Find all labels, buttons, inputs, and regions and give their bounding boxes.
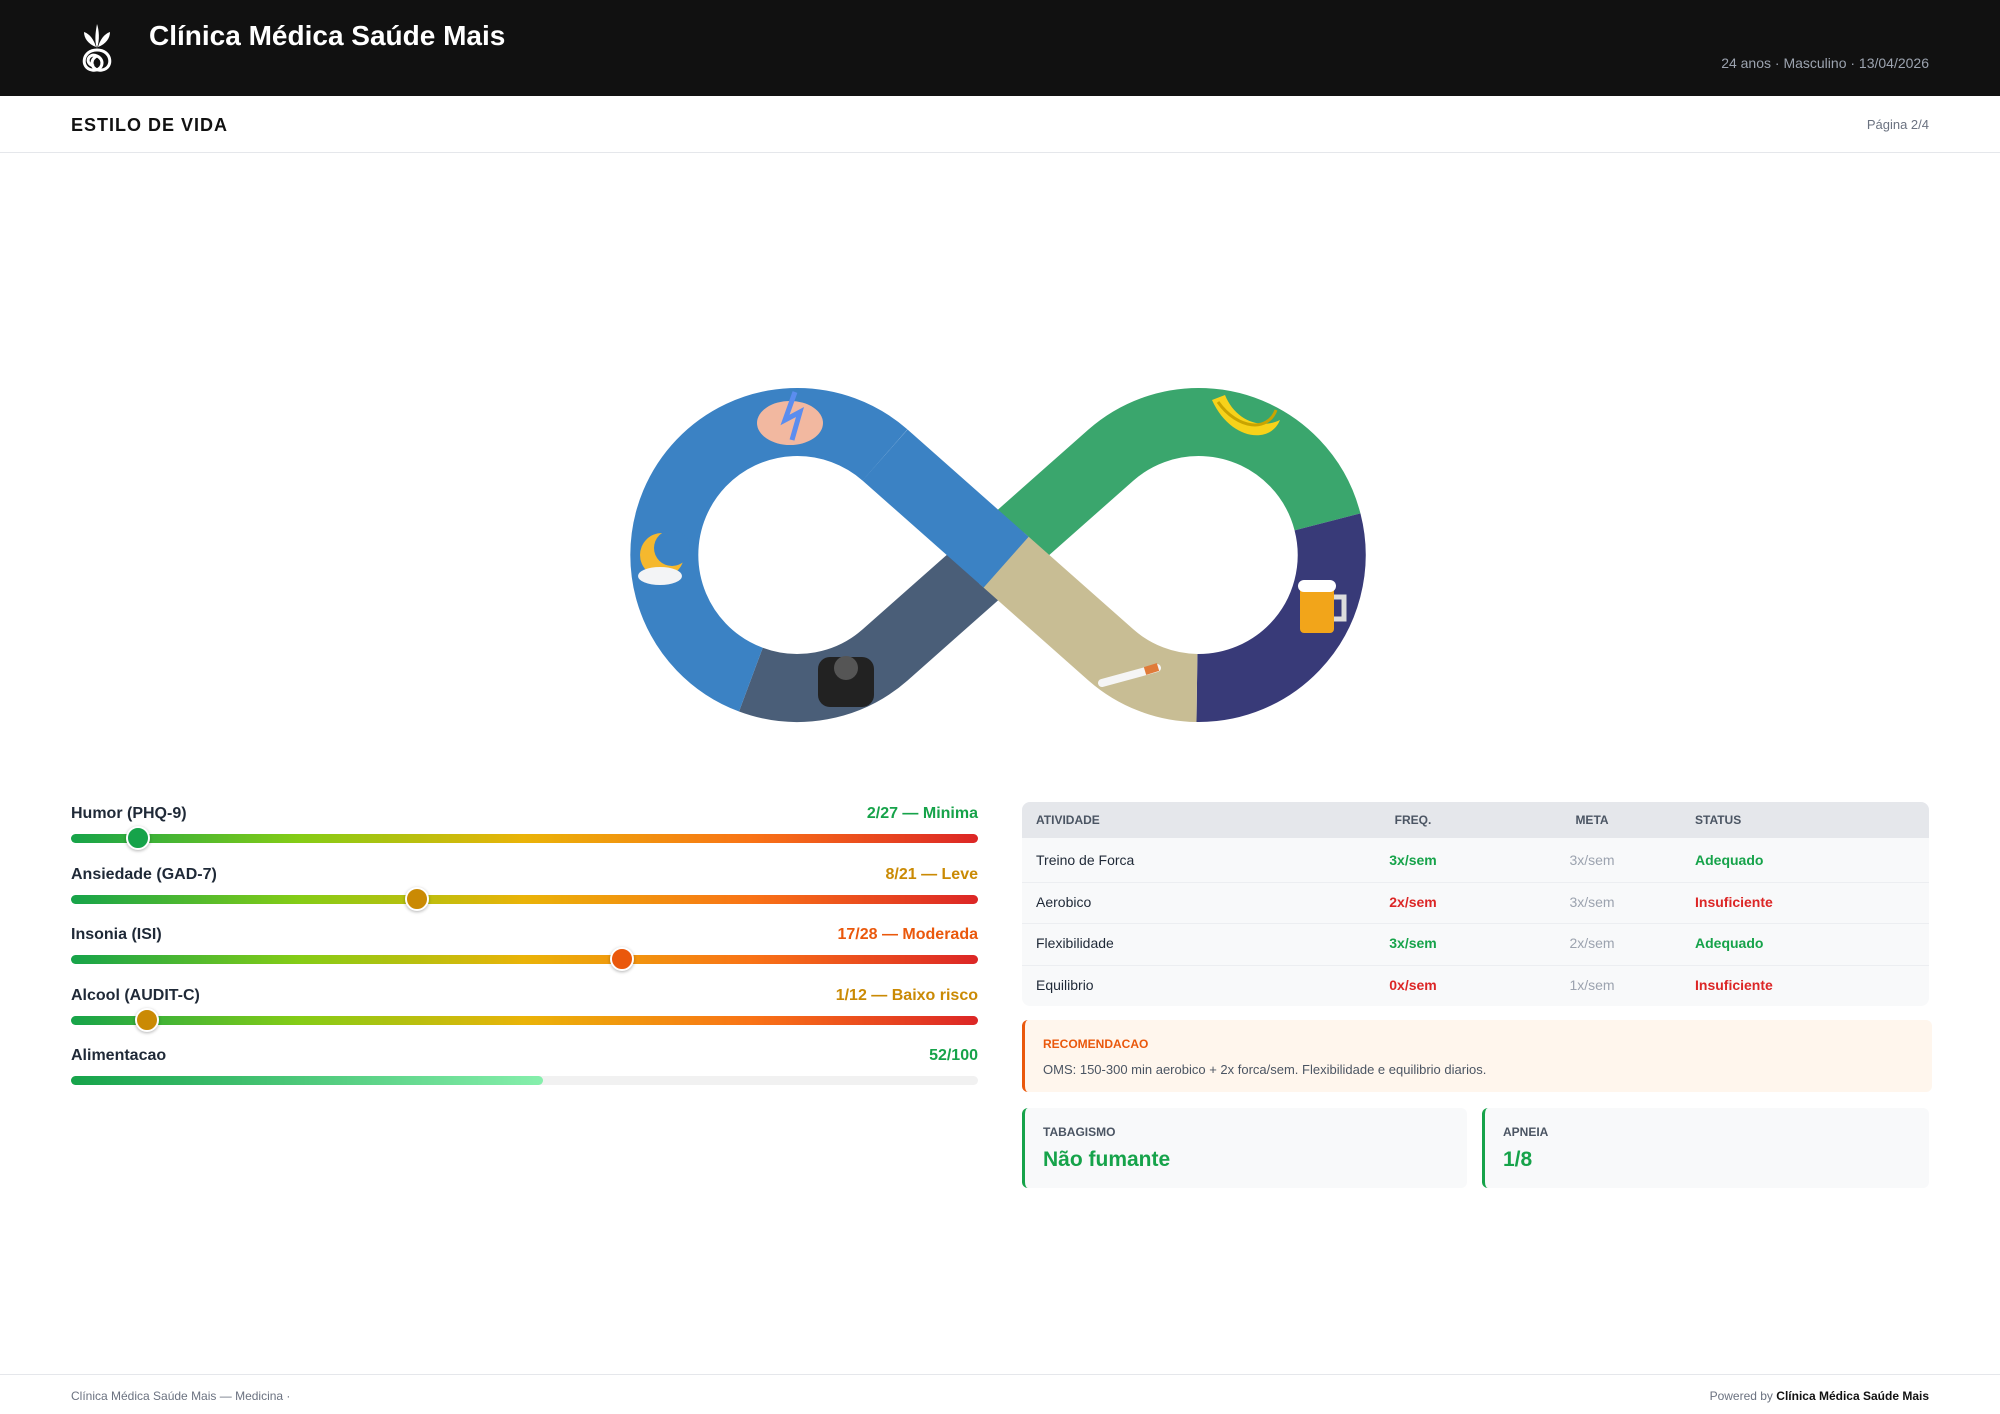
score-value: 2/27 — Minima bbox=[866, 805, 978, 822]
score-fill bbox=[71, 1076, 543, 1086]
table-cell: Equilibrio bbox=[1036, 976, 1094, 993]
table-cell: 3x/sem bbox=[1569, 852, 1615, 868]
header-bar bbox=[0, 0, 2000, 96]
clinic-title: Clínica Médica Saúde Mais bbox=[149, 20, 506, 51]
table-cell: Flexibilidade bbox=[1036, 935, 1114, 951]
weight-icon bbox=[818, 656, 874, 707]
footer-left: Clínica Médica Saúde Mais — Medicina · bbox=[71, 1389, 291, 1403]
footer-line bbox=[0, 1374, 2000, 1375]
banana-icon bbox=[1212, 395, 1280, 436]
score-label: Ansiedade (GAD-7) bbox=[71, 865, 217, 883]
score-value: 17/28 — Moderada bbox=[837, 926, 979, 944]
score-knob bbox=[404, 886, 429, 911]
score-knob bbox=[126, 826, 151, 850]
patient-meta: 24 anos · Masculino · 13/04/2026 bbox=[1721, 55, 1929, 71]
score-track bbox=[71, 1015, 978, 1025]
score-value: 52/100 bbox=[929, 1047, 978, 1065]
column-header: META bbox=[1575, 813, 1609, 827]
score-label: Insonia (ISI) bbox=[71, 926, 162, 944]
table-cell: 2x/sem bbox=[1569, 935, 1615, 951]
page-number: Página 2/4 bbox=[1866, 117, 1929, 132]
recommendation-text: OMS: 150-300 min aerobico + 2x forca/sem… bbox=[1043, 1062, 1487, 1077]
recommendation-title: RECOMENDACAO bbox=[1043, 1037, 1149, 1051]
table-cell: Adequado bbox=[1695, 935, 1764, 951]
moon-icon bbox=[638, 530, 690, 585]
score-value: 1/12 — Baixo risco bbox=[835, 986, 978, 1004]
table-cell: 2x/sem bbox=[1389, 893, 1437, 910]
table-cell: 3x/sem bbox=[1569, 893, 1615, 910]
recommendation-box bbox=[1022, 1020, 1932, 1092]
score-label: Humor (PHQ-9) bbox=[71, 805, 187, 822]
table-header bbox=[1022, 802, 1929, 838]
infinity-graphic bbox=[600, 360, 1400, 760]
score-track bbox=[71, 894, 978, 904]
card bbox=[1022, 1108, 1467, 1188]
column-header: FREQ. bbox=[1394, 813, 1432, 827]
column-header: STATUS bbox=[1695, 813, 1742, 827]
section-bar bbox=[0, 96, 2000, 153]
score-track bbox=[71, 834, 978, 843]
row-divider bbox=[1022, 923, 1929, 924]
table-cell: 3x/sem bbox=[1389, 935, 1437, 951]
table-cell: Treino de Forca bbox=[1036, 852, 1135, 868]
table-cell: 3x/sem bbox=[1389, 852, 1437, 868]
card bbox=[1482, 1108, 1929, 1188]
footer-right: Powered by Clínica Médica Saúde Mais bbox=[1710, 1389, 1929, 1403]
score-value: 8/21 — Leve bbox=[885, 865, 979, 883]
score-label: Alcool (AUDIT-C) bbox=[71, 986, 200, 1004]
activity-table: ATIVIDADE FREQ. META STATUS Treino de Forca 3… bbox=[1022, 802, 1929, 1006]
score-label: Alimentacao bbox=[71, 1047, 167, 1065]
logo bbox=[82, 24, 112, 72]
table-cell: Aerobico bbox=[1036, 893, 1092, 910]
table-cell: Insuficiente bbox=[1695, 976, 1773, 993]
card-value: 1/8 bbox=[1503, 1148, 1533, 1171]
score-track bbox=[71, 955, 978, 965]
table-cell: Adequado bbox=[1695, 852, 1764, 868]
score-knob bbox=[134, 1007, 159, 1032]
footer-brand: Clínica Médica Saúde Mais bbox=[1776, 1389, 1929, 1403]
row-divider bbox=[1022, 881, 1929, 883]
powered-by: Powered by bbox=[1709, 1389, 1773, 1403]
table-cell: 1x/sem bbox=[1569, 976, 1615, 993]
card-label: TABAGISMO bbox=[1043, 1125, 1116, 1139]
brain-icon bbox=[757, 391, 823, 445]
beer-icon bbox=[1298, 580, 1347, 633]
table-cell: Insuficiente bbox=[1695, 893, 1773, 910]
table-cell: 0x/sem bbox=[1389, 976, 1437, 993]
section-title: ESTILO DE VIDA bbox=[71, 115, 229, 135]
row-divider bbox=[1022, 964, 1929, 966]
score-knob bbox=[609, 947, 634, 972]
column-header: ATIVIDADE bbox=[1036, 813, 1100, 827]
cigarette-icon bbox=[1098, 663, 1161, 687]
card-value: Não fumante bbox=[1043, 1148, 1171, 1171]
card-label: APNEIA bbox=[1503, 1125, 1549, 1139]
